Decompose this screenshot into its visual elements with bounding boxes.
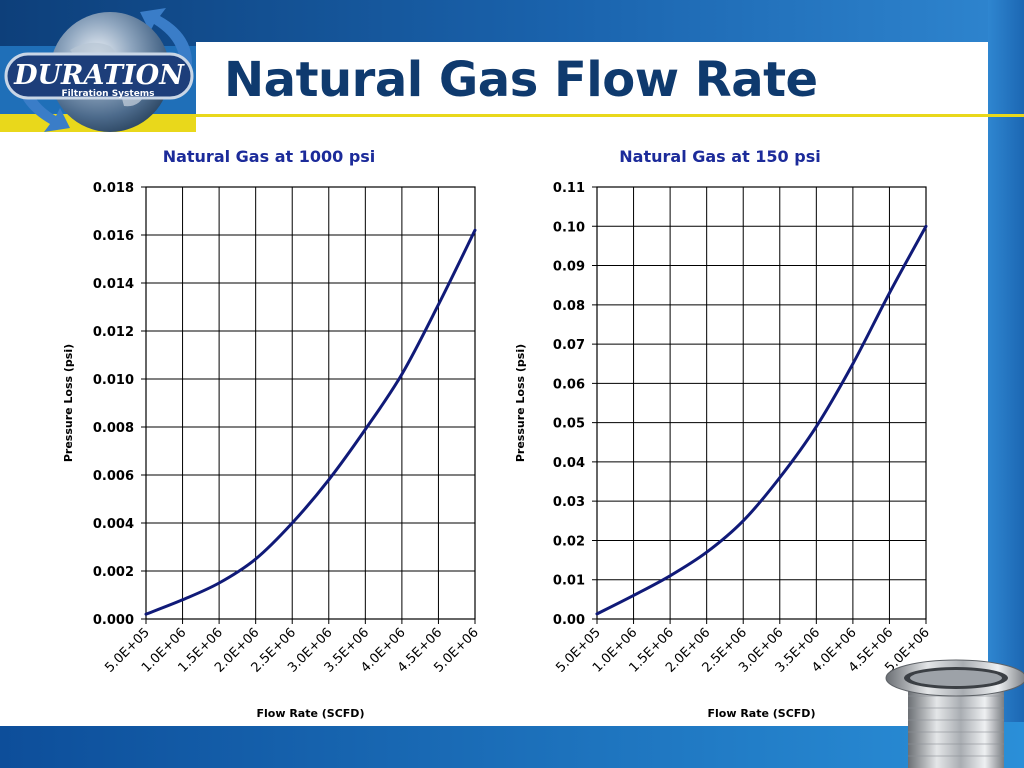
- left-panel: [0, 132, 196, 726]
- logo-text: DURATION: [13, 60, 185, 91]
- slide-title: Natural Gas Flow Rate: [224, 52, 818, 108]
- content-panel: [196, 42, 988, 726]
- bottom-banner: [0, 722, 1024, 768]
- accent-line: [196, 114, 1024, 117]
- right-banner: [988, 0, 1024, 768]
- duration-logo: DURATION Filtration Systems: [4, 8, 194, 132]
- logo-subtext: Filtration Systems: [61, 89, 154, 99]
- filter-element-image: [885, 659, 1024, 768]
